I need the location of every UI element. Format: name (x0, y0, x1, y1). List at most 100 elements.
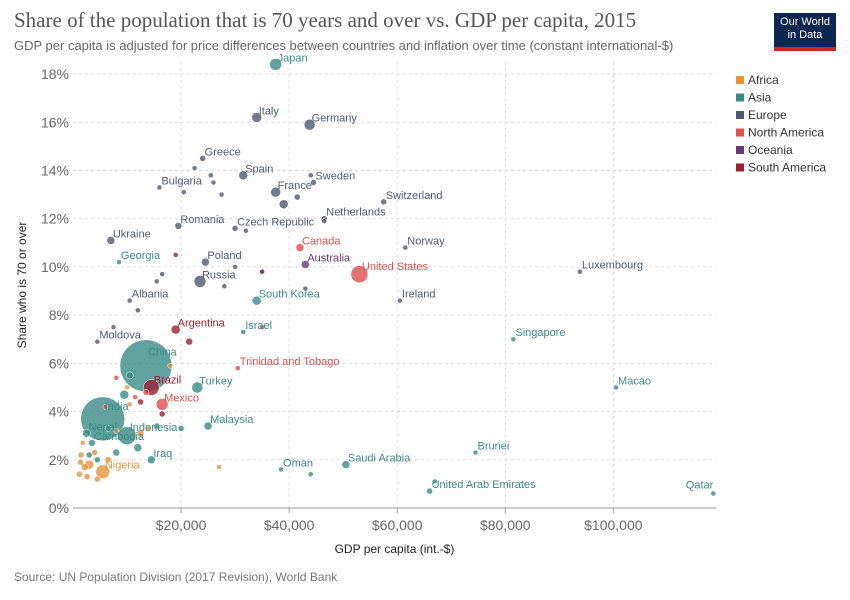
data-point (397, 297, 403, 304)
point-label: Nigeria (105, 459, 141, 471)
data-point (177, 425, 185, 432)
data-point (432, 478, 438, 485)
data-points (76, 58, 717, 497)
data-point (117, 426, 137, 445)
point-label: Malaysia (210, 414, 254, 426)
data-point (77, 451, 85, 459)
point-label: Bulgaria (161, 175, 202, 187)
point-label: Canada (302, 236, 341, 248)
data-point (293, 193, 301, 201)
data-point (301, 260, 310, 269)
point-label: Singapore (515, 327, 565, 339)
data-point (145, 425, 152, 432)
legend-label: Asia (748, 91, 772, 105)
x-tick-label: $80,000 (480, 517, 531, 533)
data-point (155, 398, 169, 411)
point-label: Indonesia (130, 422, 179, 434)
point-label: Czech Republic (237, 216, 315, 228)
legend-swatch (736, 111, 744, 119)
data-point (119, 389, 130, 400)
data-point (307, 471, 314, 477)
point-label: Switzerland (386, 190, 443, 202)
data-point (193, 275, 207, 288)
data-point (102, 403, 109, 410)
point-label: Mexico (164, 392, 199, 404)
x-axis-title: GDP per capita (int.-$) (335, 542, 455, 556)
data-point (104, 456, 112, 464)
data-point (185, 337, 193, 346)
y-tick-label: 4% (49, 404, 69, 420)
data-point (321, 218, 328, 224)
data-point (181, 189, 187, 195)
data-point (136, 429, 145, 438)
point-label: France (278, 180, 312, 192)
data-point (216, 464, 222, 470)
point-label: Argentina (178, 318, 226, 330)
point-label: Israel (245, 320, 272, 332)
y-tick-label: 6% (49, 355, 69, 371)
data-point (278, 466, 284, 473)
legend-swatch (736, 146, 744, 154)
chart-subtitle: GDP per capita is adjusted for price dif… (14, 38, 674, 53)
data-point (191, 381, 204, 394)
data-point (199, 155, 206, 162)
data-point (259, 268, 265, 275)
point-label: Poland (207, 250, 241, 262)
data-point (380, 198, 387, 206)
data-point (156, 184, 163, 191)
point-label: Netherlands (326, 207, 386, 219)
grid-lines (73, 62, 716, 508)
data-point (240, 329, 246, 335)
point-label: Greece (205, 146, 241, 158)
data-point (112, 448, 120, 457)
data-point (95, 464, 110, 480)
data-point (135, 307, 141, 314)
data-point (174, 222, 183, 230)
point-label: Macao (618, 375, 651, 387)
point-label: Trinidad and Tobago (240, 356, 340, 368)
data-point (77, 458, 84, 466)
data-point (191, 165, 198, 171)
owid-logo[interactable]: Our World in Data (774, 13, 836, 51)
data-point (147, 455, 156, 465)
data-point (710, 490, 717, 497)
data-point (159, 271, 165, 277)
data-point (94, 338, 101, 345)
data-point (94, 456, 101, 464)
data-point (91, 449, 98, 456)
data-point (221, 283, 228, 289)
point-label: Italy (259, 105, 280, 117)
legend-swatch (736, 128, 744, 137)
data-point (106, 236, 116, 245)
legend-swatch (736, 93, 744, 102)
data-point (235, 365, 241, 371)
data-point (94, 475, 101, 483)
point-label: Spain (245, 163, 273, 175)
data-point (104, 425, 112, 432)
y-axis-title: Share who is 70 or over (15, 222, 29, 349)
point-label: Germany (312, 113, 358, 125)
point-label: Nepal (89, 421, 118, 433)
data-point (259, 324, 265, 330)
point-labels: Japan Italy Germany Greece Spain SwedenFrance… (89, 52, 714, 491)
data-point (295, 243, 305, 252)
data-point (142, 389, 150, 396)
point-label: Ireland (402, 289, 436, 301)
data-point (82, 429, 91, 438)
data-point (201, 257, 210, 267)
data-point (85, 451, 93, 459)
point-label: Ukraine (113, 228, 151, 240)
chart-title: Share of the population that is 70 years… (14, 8, 637, 32)
legend-label: Africa (748, 73, 779, 87)
y-tick-label: 0% (49, 500, 69, 516)
data-point (83, 473, 91, 480)
data-point (133, 443, 143, 452)
data-point (577, 268, 583, 275)
data-point (172, 252, 179, 258)
data-point (110, 324, 117, 330)
legend: Africa Asia Europe North America Oceania Sout… (736, 73, 826, 175)
data-point (125, 371, 134, 380)
legend-label: Europe (748, 108, 787, 122)
data-point (170, 324, 181, 335)
y-tick-label: 14% (41, 162, 69, 178)
